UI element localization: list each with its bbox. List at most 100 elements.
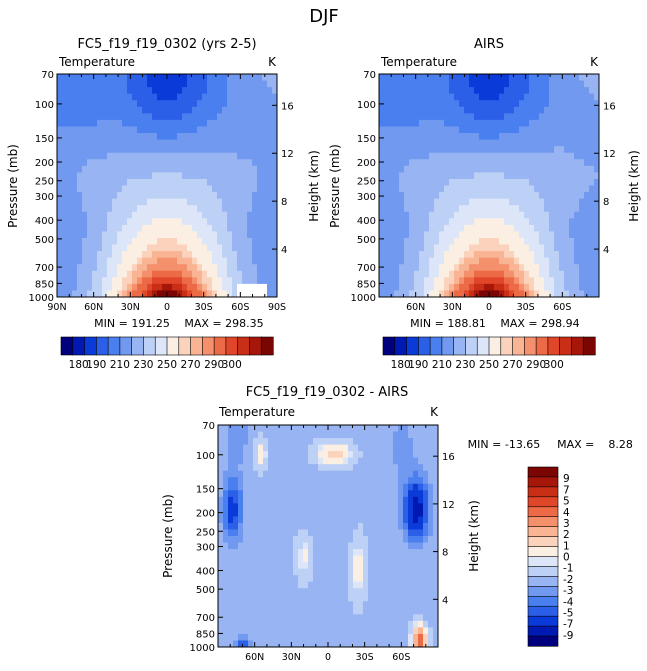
contour-cell <box>162 283 168 292</box>
contour-cell <box>459 251 465 259</box>
contour-cell <box>333 464 339 472</box>
contour-cell <box>569 264 575 272</box>
contour-cell <box>152 211 158 219</box>
contour-cell <box>303 529 309 537</box>
contour-cell <box>313 522 319 531</box>
contour-cell <box>504 165 510 173</box>
contour-cell <box>404 126 410 134</box>
contour-cell <box>102 165 108 173</box>
contour-cell <box>439 139 445 147</box>
contour-cell <box>82 218 88 226</box>
contour-cell <box>112 93 118 101</box>
contour-cell <box>92 74 98 82</box>
contour-cell <box>152 277 158 285</box>
contour-cell <box>197 146 203 154</box>
contour-cell <box>62 231 68 239</box>
contour-cell <box>594 119 599 128</box>
contour-cell <box>273 503 279 511</box>
contour-cell <box>439 100 445 108</box>
contour-cell <box>409 165 415 173</box>
contour-cell <box>87 152 93 160</box>
contour-cell <box>579 139 585 147</box>
contour-cell <box>489 264 495 272</box>
contour-cell <box>423 542 429 550</box>
contour-cell <box>222 244 228 252</box>
colorbar-label: 210 <box>432 359 452 371</box>
contour-cell <box>293 549 299 557</box>
contour-cell <box>514 93 520 101</box>
contour-cell <box>554 146 560 154</box>
contour-cell <box>177 106 183 114</box>
contour-cell <box>479 290 485 297</box>
contour-cell <box>122 211 128 219</box>
contour-cell <box>413 601 419 609</box>
contour-cell <box>409 185 415 193</box>
contour-cell <box>539 159 545 167</box>
contour-cell <box>283 620 289 629</box>
contour-cell <box>554 237 560 246</box>
contour-cell <box>268 640 274 647</box>
contour-cell <box>228 503 234 511</box>
contour-cell <box>379 172 385 180</box>
contour-cell <box>504 270 510 278</box>
contour-cell <box>589 185 595 193</box>
contour-cell <box>328 620 334 629</box>
contour-cell <box>313 607 319 615</box>
contour-cell <box>57 93 63 101</box>
contour-cell <box>257 185 263 193</box>
contour-cell <box>288 620 294 629</box>
contour-cell <box>248 444 254 452</box>
contour-cell <box>338 581 344 589</box>
contour-cell <box>509 80 515 88</box>
contour-cell <box>459 172 465 180</box>
contour-cell <box>157 224 163 233</box>
contour-cell <box>379 133 385 141</box>
y2-tick-label: 8 <box>603 197 609 208</box>
contour-cell <box>534 237 540 246</box>
contour-cell <box>338 477 344 485</box>
contour-cell <box>569 165 575 173</box>
contour-cell <box>444 139 450 147</box>
contour-cell <box>479 205 485 213</box>
contour-cell <box>429 119 435 128</box>
contour-cell <box>237 218 243 226</box>
contour-cell <box>218 470 224 478</box>
contour-cell <box>247 100 253 108</box>
contour-cell <box>408 536 414 544</box>
contour-cell <box>238 496 244 504</box>
contour-cell <box>162 290 168 297</box>
contour-cell <box>237 152 243 160</box>
contour-cell <box>142 119 148 128</box>
contour-cell <box>378 529 384 537</box>
colorbar-label: -9 <box>563 630 573 642</box>
contour-cell <box>348 640 354 647</box>
contour-cell <box>197 133 203 141</box>
contour-cell <box>323 444 329 452</box>
contour-cell <box>398 522 404 531</box>
contour-cell <box>262 244 268 252</box>
contour-cell <box>267 146 273 154</box>
contour-cell <box>444 152 450 160</box>
contour-cell <box>579 74 585 82</box>
contour-cell <box>594 270 599 278</box>
contour-cell <box>474 172 480 180</box>
contour-cell <box>207 270 213 278</box>
contour-cell <box>439 224 445 233</box>
contour-cell <box>97 198 103 206</box>
contour-cell <box>162 87 168 95</box>
contour-cell <box>419 178 425 187</box>
contour-cell <box>419 237 425 246</box>
contour-cell <box>388 549 394 557</box>
contour-cell <box>474 244 480 252</box>
contour-cell <box>77 264 83 272</box>
contour-cell <box>262 113 268 121</box>
contour-cell <box>152 172 158 180</box>
contour-cell <box>303 477 309 485</box>
contour-cell <box>243 536 249 544</box>
contour-cell <box>288 516 294 524</box>
contour-cell <box>378 516 384 524</box>
contour-cell <box>504 198 510 206</box>
contour-cell <box>373 568 379 576</box>
contour-cell <box>257 277 263 285</box>
contour-cell <box>228 542 234 550</box>
